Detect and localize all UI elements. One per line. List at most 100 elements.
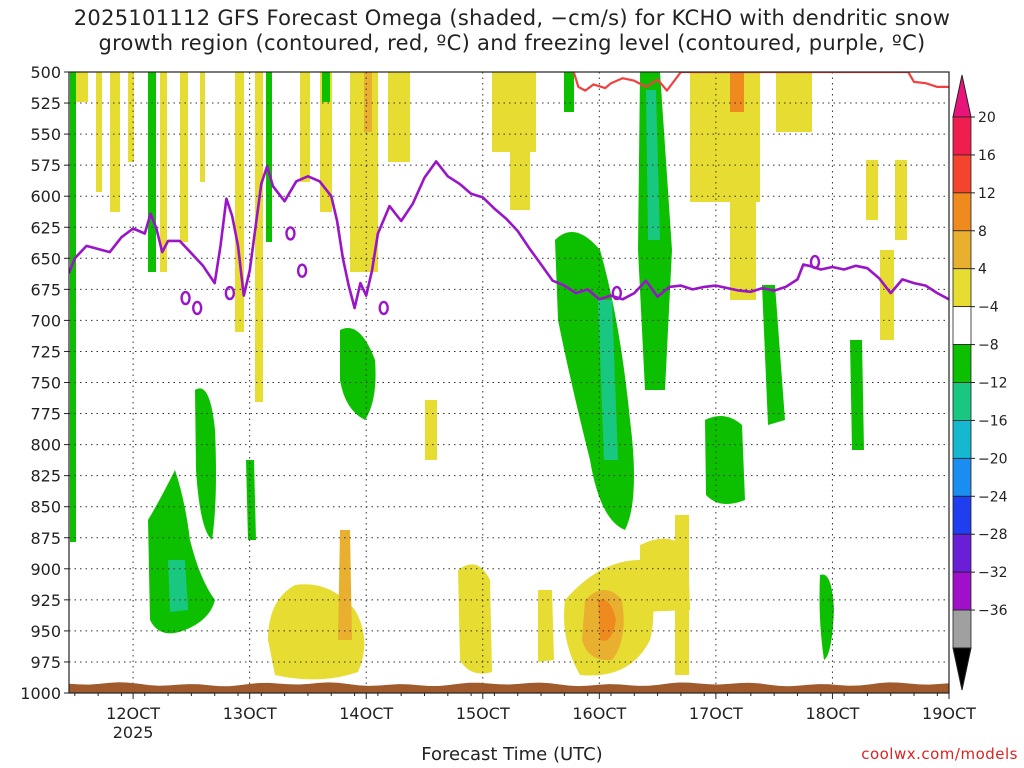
omega-patch [850, 340, 864, 450]
freezing-level-loop [285, 226, 296, 241]
colorbar-label: −8 [978, 338, 999, 354]
chart-title-line1: 2025101112 GFS Forecast Omega (shaded, −… [73, 6, 951, 30]
grid-lines [69, 72, 949, 693]
colorbar-arrow-top [952, 74, 972, 118]
x-axis: 12OCT 13OCT 14OCT 15OCT 16OCT 17OCT 18OCT 19OCT… [74, 693, 976, 742]
y-tick-label: 500 [30, 63, 61, 82]
colorbar: 20 16 12 8 4 −4 −8 −12 −16 −20 −24 −28 −32 −36 [952, 74, 1008, 691]
contours [69, 72, 949, 316]
freezing-level-loop [378, 300, 389, 316]
omega-patch [730, 190, 756, 300]
omega-patch [266, 72, 272, 242]
colorbar-swatch [952, 457, 972, 497]
omega-patch [598, 300, 618, 460]
omega-patch [255, 72, 263, 402]
chart-title: 2025101112 GFS Forecast Omega (shaded, −… [0, 6, 1024, 56]
omega-patch [866, 160, 878, 220]
omega-patch [425, 400, 437, 460]
colorbar-swatch [952, 116, 972, 156]
omega-patch [492, 72, 536, 152]
colorbar-swatch [952, 230, 972, 270]
x-tick-label: 16OCT [572, 704, 626, 723]
colorbar-swatch [952, 609, 972, 649]
x-year-label: 2025 [113, 723, 154, 742]
y-tick-label: 625 [30, 218, 61, 237]
omega-patch [200, 72, 205, 182]
colorbar-label: −32 [978, 565, 1008, 581]
y-tick-label: 825 [30, 467, 61, 486]
colorbar-label: −28 [978, 527, 1008, 543]
colorbar-label: 4 [978, 262, 987, 278]
colorbar-swatch [952, 420, 972, 459]
x-tick-label: 13OCT [223, 704, 277, 723]
omega-patch [195, 388, 216, 540]
omega-patch [538, 590, 554, 662]
x-tick-label: 19OCT [922, 704, 976, 723]
colorbar-swatch [952, 154, 972, 194]
colorbar-label: −20 [978, 451, 1008, 467]
omega-patch [364, 72, 372, 132]
y-tick-label: 775 [30, 405, 61, 424]
colorbar-label: −36 [978, 603, 1008, 619]
omega-patch [819, 574, 834, 660]
y-tick-label: 850 [30, 498, 61, 517]
y-tick-label: 550 [30, 125, 61, 144]
colorbar-swatch [952, 533, 972, 573]
omega-patch [730, 72, 744, 112]
colorbar-swatch [952, 344, 972, 383]
colorbar-swatch [952, 495, 972, 535]
colorbar-swatch [952, 571, 972, 611]
omega-patch [128, 72, 134, 162]
y-tick-label: 700 [30, 311, 61, 330]
credit-link[interactable]: coolwx.com/models [861, 745, 1018, 763]
omega-patch [705, 416, 745, 504]
y-axis: 500 525 550 575 600 625 650 675 700 725 750 775 800 8… [20, 63, 69, 703]
omega-patch [895, 160, 907, 240]
colorbar-label: 16 [978, 148, 996, 164]
omega-patch [880, 250, 894, 340]
dendritic-growth-line [572, 72, 949, 92]
freezing-level-loop [809, 254, 821, 270]
x-tick-label: 14OCT [339, 704, 393, 723]
omega-patch [510, 150, 530, 210]
y-tick-label: 900 [30, 560, 61, 579]
y-tick-label: 875 [30, 529, 61, 548]
omega-patch [300, 72, 310, 182]
omega-patch [322, 72, 330, 102]
ground-band [69, 682, 949, 693]
omega-patch [564, 72, 574, 112]
x-axis-label: Forecast Time (UTC) [421, 744, 603, 765]
colorbar-arrow-bottom [952, 647, 972, 691]
y-tick-label: 600 [30, 187, 61, 206]
colorbar-swatch [952, 382, 972, 421]
x-tick-label: 15OCT [456, 704, 510, 723]
colorbar-label: 8 [978, 224, 987, 240]
x-tick-label: 12OCT [106, 704, 160, 723]
omega-patch [640, 538, 690, 612]
chart-title-line2: growth region (contoured, red, ºC) and f… [98, 31, 926, 55]
colorbar-swatch [952, 306, 972, 345]
y-tick-label: 575 [30, 156, 61, 175]
freezing-level-loop [180, 290, 191, 306]
freezing-level-loop [296, 263, 308, 278]
colorbar-label: −4 [978, 300, 999, 316]
omega-patch [110, 72, 120, 212]
colorbar-swatch [952, 268, 972, 308]
x-tick-label: 18OCT [805, 704, 859, 723]
freezing-level-line [69, 160, 949, 310]
colorbar-label: −24 [978, 489, 1008, 505]
omega-patch [148, 72, 156, 272]
omega-shading [70, 72, 907, 680]
omega-patch [388, 72, 410, 162]
colorbar-label: 20 [978, 110, 996, 126]
y-tick-label: 950 [30, 622, 61, 641]
freezing-level-loop [224, 285, 236, 301]
omega-patch [168, 560, 188, 612]
y-tick-label: 525 [30, 94, 61, 113]
omega-patch [776, 72, 812, 132]
omega-patch [160, 72, 167, 272]
omega-patch [70, 72, 76, 542]
y-tick-label: 650 [30, 249, 61, 268]
freezing-level-loop [192, 300, 203, 316]
